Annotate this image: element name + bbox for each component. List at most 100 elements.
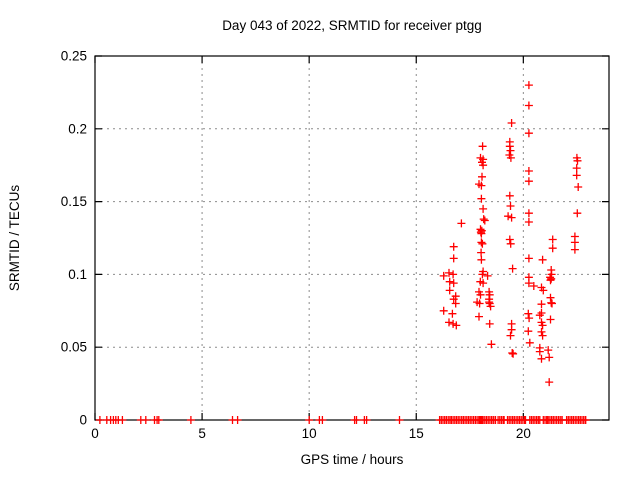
y-tick-label: 0.05 <box>61 340 87 355</box>
data-point-marker <box>507 325 516 334</box>
x-tick-label: 15 <box>409 426 424 441</box>
data-point-marker <box>487 340 496 349</box>
tick-marks <box>94 55 609 421</box>
data-point-marker <box>525 338 534 347</box>
data-point-marker <box>535 347 544 356</box>
data-point-marker <box>524 279 533 288</box>
data-point-marker <box>572 164 581 173</box>
data-point-marker <box>480 216 489 225</box>
data-point-marker <box>445 277 454 286</box>
data-point-marker <box>537 300 546 309</box>
data-point-marker <box>506 153 515 162</box>
data-point-marker <box>507 119 516 127</box>
data-point-marker <box>506 239 515 248</box>
data-point-marker <box>485 299 494 308</box>
data-point-marker <box>581 416 590 424</box>
data-point-marker <box>233 416 242 424</box>
grid-lines <box>95 56 609 420</box>
data-point-marker <box>547 298 556 307</box>
y-tick-label: 0.1 <box>68 267 87 282</box>
data-point-marker <box>504 212 513 221</box>
data-point-marker <box>449 242 458 251</box>
data-point-marker <box>445 268 453 277</box>
data-point-marker <box>186 416 195 424</box>
data-point-marker <box>445 318 453 327</box>
data-point-marker <box>439 306 448 315</box>
data-point-marker <box>451 292 460 301</box>
data-point-marker <box>154 416 163 424</box>
data-point-marker <box>547 274 556 283</box>
data-point-marker <box>95 416 104 424</box>
data-point-marker <box>141 416 150 424</box>
data-point-marker <box>477 238 486 247</box>
data-point-marker <box>524 327 533 336</box>
data-point-marker <box>572 171 581 180</box>
data-point-marker <box>548 299 556 308</box>
data-point-marker <box>449 254 458 263</box>
data-point-marker <box>478 142 487 151</box>
data-point-marker <box>508 264 517 273</box>
tick-labels: 0 5 10 15 20 0 0.05 0.1 0.15 0.2 0.25 <box>61 49 531 442</box>
data-point-marker <box>362 416 371 424</box>
data-point-marker <box>457 219 466 228</box>
data-point-marker <box>118 416 127 424</box>
data-point-marker <box>544 346 553 355</box>
data-point-marker <box>505 235 514 244</box>
y-axis-label: SRMTID / TECUs <box>7 185 22 292</box>
scatter-series-srmtid <box>95 81 590 424</box>
data-point-marker <box>506 146 515 155</box>
data-point-marker <box>524 209 533 218</box>
data-point-marker <box>548 244 557 253</box>
y-tick-label: 0.2 <box>68 121 87 136</box>
data-point-marker <box>479 215 488 224</box>
data-point-marker <box>477 255 486 264</box>
data-point-marker <box>546 315 555 324</box>
data-point-marker <box>449 279 458 288</box>
data-point-marker <box>573 156 582 165</box>
data-point-marker <box>318 416 327 424</box>
data-point-marker <box>477 181 486 190</box>
data-point-marker <box>538 321 547 330</box>
data-point-marker <box>538 255 547 264</box>
data-point-marker <box>537 354 546 363</box>
data-point-marker <box>449 270 458 279</box>
data-point-marker <box>479 204 488 213</box>
x-tick-label: 20 <box>516 426 531 441</box>
data-point-marker <box>509 349 518 358</box>
data-point-marker <box>524 218 533 226</box>
data-point-marker <box>524 177 533 186</box>
x-tick-label: 0 <box>91 426 99 441</box>
data-point-marker <box>546 276 555 285</box>
data-point-marker <box>548 235 557 244</box>
data-point-marker <box>485 319 494 328</box>
data-point-marker <box>477 194 486 203</box>
data-point-marker <box>570 245 579 254</box>
x-tick-label: 10 <box>302 426 317 441</box>
data-point-marker <box>352 416 361 424</box>
data-point-marker <box>508 349 517 357</box>
data-point-marker <box>479 267 488 276</box>
data-point-marker <box>524 101 533 110</box>
data-point-marker <box>545 353 554 362</box>
data-point-marker <box>506 202 515 210</box>
data-point-marker <box>477 229 486 238</box>
data-point-marker <box>537 327 546 336</box>
data-point-marker <box>479 161 488 170</box>
data-point-marker <box>395 416 404 424</box>
x-tick-label: 5 <box>198 426 206 441</box>
data-point-marker <box>478 172 486 181</box>
data-point-marker <box>524 129 533 138</box>
y-tick-label: 0.25 <box>61 49 87 64</box>
data-point-marker <box>570 238 579 247</box>
data-point-marker <box>505 142 514 151</box>
data-point-marker <box>524 167 533 175</box>
data-point-marker <box>538 331 547 340</box>
data-point-marker <box>439 271 448 280</box>
data-point-marker <box>305 416 314 424</box>
data-point-marker <box>475 299 484 308</box>
data-point-marker <box>505 191 514 200</box>
data-point-marker <box>546 293 555 302</box>
plot-border <box>94 55 610 421</box>
data-point-marker <box>524 81 533 90</box>
